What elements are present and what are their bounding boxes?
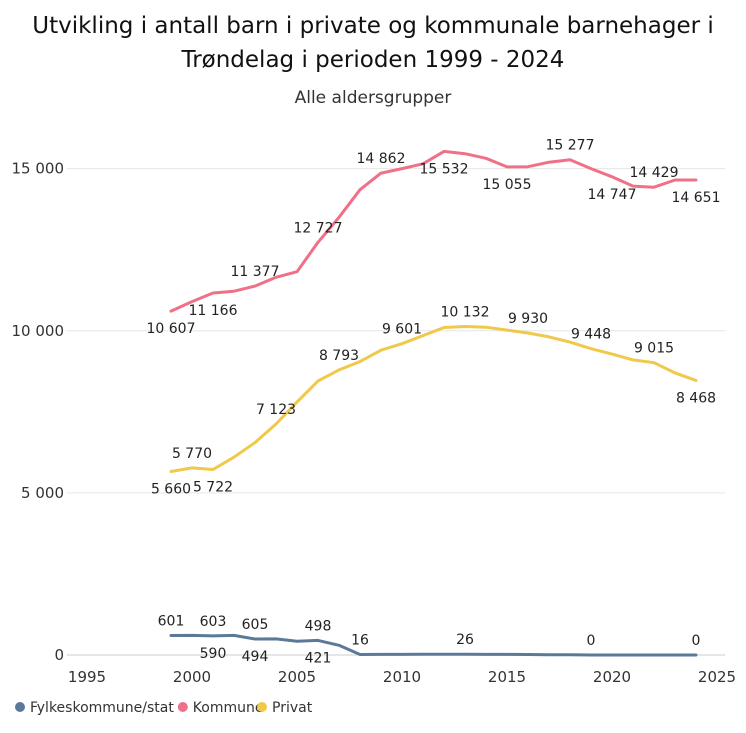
chart-title-line-1: Utvikling i antall barn i private og kom… bbox=[32, 13, 714, 39]
y-tick-label: 0 bbox=[54, 646, 64, 664]
data-label: 421 bbox=[305, 650, 332, 666]
data-label: 9 601 bbox=[382, 322, 422, 338]
data-label: 11 166 bbox=[189, 303, 238, 319]
data-label: 7 123 bbox=[256, 402, 296, 418]
data-label: 8 793 bbox=[319, 348, 359, 364]
x-tick-label: 2000 bbox=[173, 668, 211, 686]
legend-marker bbox=[257, 702, 267, 712]
x-tick-label: 2020 bbox=[593, 668, 631, 686]
data-label: 15 055 bbox=[483, 177, 532, 193]
x-tick-label: 2015 bbox=[488, 668, 526, 686]
series-line-fylkeskommune-stat bbox=[169, 633, 698, 657]
legend-marker bbox=[15, 702, 25, 712]
y-tick-label: 15 000 bbox=[12, 160, 65, 178]
data-label: 15 277 bbox=[546, 138, 595, 154]
chart-title-line-2: Trøndelag i perioden 1999 - 2024 bbox=[181, 47, 565, 73]
data-label: 16 bbox=[351, 632, 369, 648]
data-label: 9 448 bbox=[571, 327, 611, 343]
data-label: 0 bbox=[587, 633, 596, 649]
series-line-privat bbox=[169, 325, 698, 473]
data-label: 10 607 bbox=[147, 321, 196, 337]
data-label: 9 015 bbox=[634, 341, 674, 357]
legend-marker bbox=[177, 702, 188, 712]
data-label: 5 660 bbox=[151, 481, 191, 497]
legend-item[interactable]: Fylkeskommune/stat bbox=[30, 700, 174, 716]
data-label: 9 930 bbox=[508, 311, 548, 327]
legend-item[interactable]: Privat bbox=[272, 700, 313, 716]
data-label: 10 132 bbox=[441, 304, 490, 320]
x-tick-label: 2025 bbox=[698, 668, 736, 686]
legend[interactable]: Fylkeskommune/stat Kommune Privat bbox=[15, 700, 313, 716]
data-label: 603 bbox=[200, 614, 227, 630]
data-label: 0 bbox=[692, 633, 701, 649]
x-axis: 1995 2000 2005 2010 2015 2020 2025 bbox=[68, 668, 736, 686]
x-tick-label: 1995 bbox=[68, 668, 106, 686]
data-labels: 10 607 11 166 11 377 12 727 14 862 15 532 15 0… bbox=[147, 138, 721, 667]
data-label: 14 862 bbox=[357, 151, 406, 167]
y-tick-label: 10 000 bbox=[12, 322, 65, 340]
data-label: 11 377 bbox=[231, 264, 280, 280]
data-label: 14 651 bbox=[672, 190, 721, 206]
data-label: 15 532 bbox=[420, 161, 469, 177]
series-lines bbox=[169, 149, 698, 657]
chart-subtitle: Alle aldersgrupper bbox=[295, 88, 452, 108]
x-tick-label: 2010 bbox=[383, 668, 421, 686]
data-label: 26 bbox=[456, 632, 474, 648]
data-label: 494 bbox=[242, 649, 269, 665]
y-axis: 0 5 000 10 000 15 000 bbox=[12, 160, 65, 664]
data-label: 12 727 bbox=[294, 220, 343, 236]
data-label: 5 770 bbox=[172, 446, 212, 462]
series-line-kommune bbox=[169, 149, 698, 313]
data-label: 14 747 bbox=[588, 187, 637, 203]
data-label: 590 bbox=[200, 646, 227, 662]
y-tick-label: 5 000 bbox=[21, 484, 64, 502]
x-tick-label: 2005 bbox=[278, 668, 316, 686]
gridlines bbox=[67, 168, 725, 656]
data-label: 8 468 bbox=[676, 390, 716, 406]
data-label: 601 bbox=[158, 614, 185, 630]
data-label: 14 429 bbox=[630, 165, 679, 181]
legend-item[interactable]: Kommune bbox=[193, 700, 264, 716]
data-label: 498 bbox=[305, 618, 332, 634]
data-label: 605 bbox=[242, 617, 269, 633]
data-label: 5 722 bbox=[193, 479, 233, 495]
